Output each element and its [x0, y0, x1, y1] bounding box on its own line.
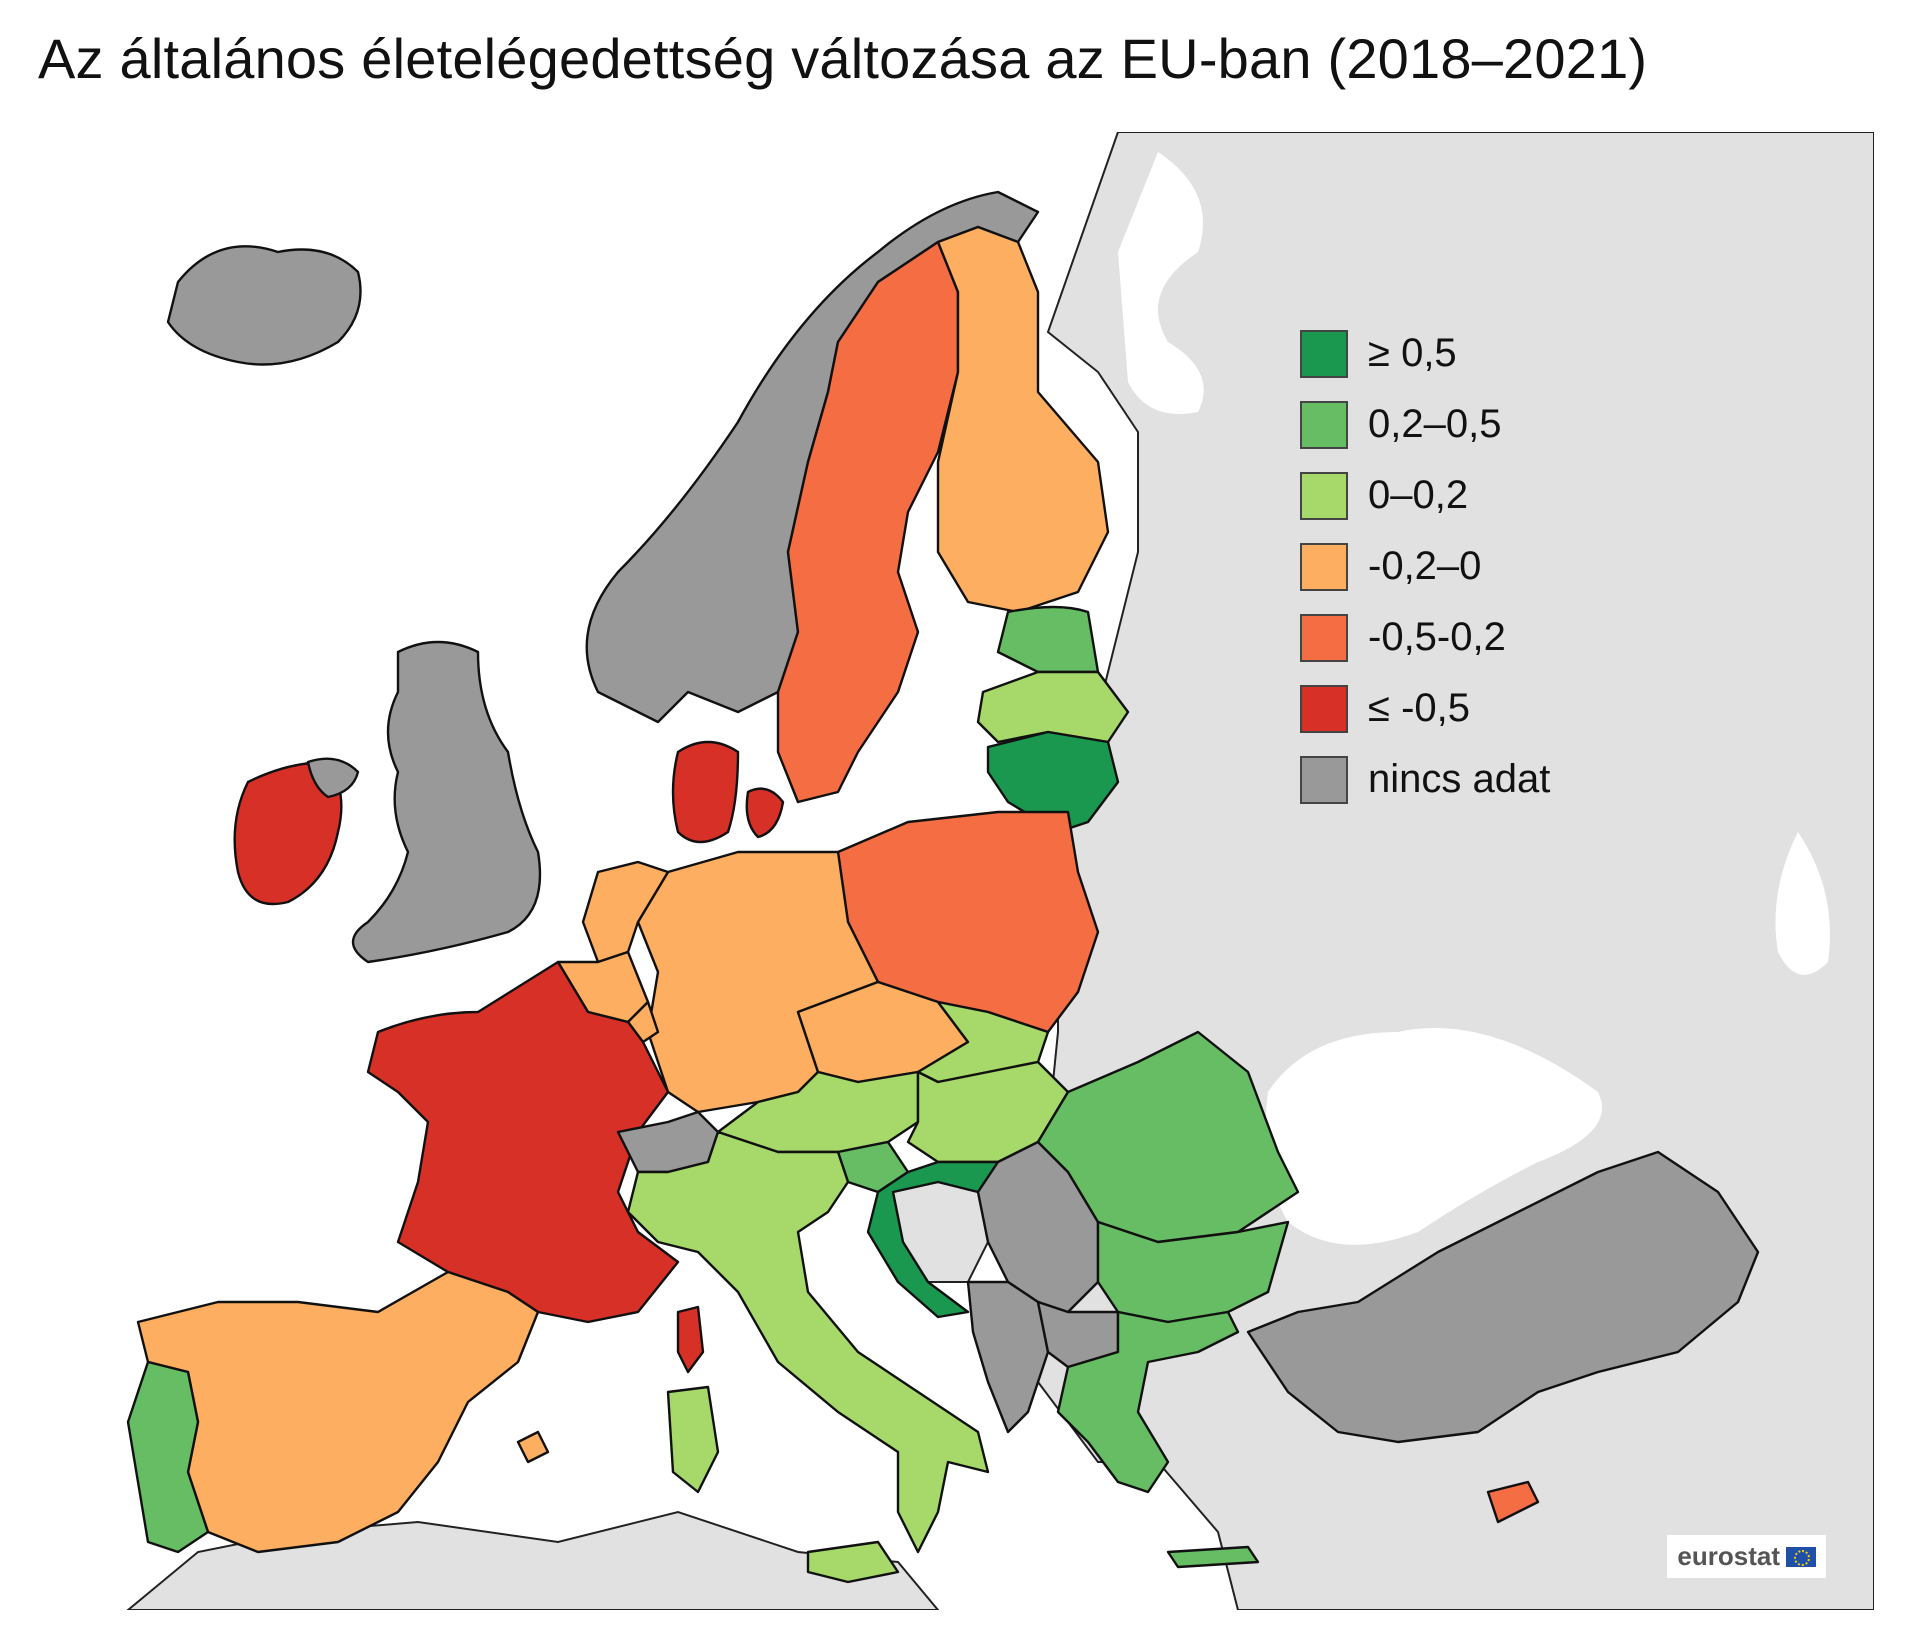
denmark-islands: [745, 787, 785, 839]
turkey: [1246, 1150, 1760, 1444]
legend-item: 0–0,2: [1300, 460, 1550, 531]
legend-label: 0,2–0,5: [1368, 402, 1502, 446]
crete: [1166, 1545, 1260, 1569]
lithuania: [986, 730, 1120, 834]
montenegro-albania: [966, 1280, 1050, 1434]
greece: [1056, 1310, 1240, 1494]
map-title: Az általános életelégedettség változása …: [38, 27, 1648, 90]
legend-item: ≤ -0,5: [1300, 673, 1550, 744]
legend-label: -0,2–0: [1368, 544, 1482, 588]
legend-swatch: [1300, 613, 1348, 662]
legend-item: -0,5-0,2: [1300, 602, 1550, 673]
legend-swatch: [1300, 542, 1348, 591]
legend-swatch: [1300, 755, 1348, 804]
latvia: [976, 670, 1130, 744]
croatia: [866, 1160, 1000, 1319]
legend-swatch: [1300, 471, 1348, 520]
france: [366, 960, 680, 1324]
legend-swatch: [1300, 400, 1348, 449]
iceland: [166, 245, 362, 366]
legend-label: -0,5-0,2: [1368, 615, 1506, 659]
legend-label: ≥ 0,5: [1368, 331, 1457, 375]
black-sea: [1265, 1028, 1602, 1245]
netherlands: [581, 860, 670, 964]
legend-label: 0–0,2: [1368, 473, 1469, 517]
legend-swatch: [1300, 329, 1348, 378]
eu-flag-icon: [1786, 1546, 1816, 1567]
cyprus: [1486, 1480, 1540, 1524]
legend-item: ≥ 0,5: [1300, 318, 1550, 389]
legend-swatch: [1300, 684, 1348, 733]
caspian-sea: [1775, 832, 1830, 975]
legend-label: nincs adat: [1368, 757, 1551, 801]
northern-ireland: [306, 757, 360, 799]
europe-map: ≥ 0,5 0,2–0,5 0–0,2 -0,2–0 -0,5-0,2 ≤ -0…: [38, 132, 1874, 1610]
denmark: [671, 740, 740, 844]
romania: [1036, 1030, 1300, 1244]
legend: ≥ 0,5 0,2–0,5 0–0,2 -0,2–0 -0,5-0,2 ≤ -0…: [1300, 318, 1550, 815]
united-kingdom: [351, 640, 542, 964]
balearic-islands: [516, 1430, 550, 1464]
portugal: [126, 1360, 210, 1554]
bulgaria: [1096, 1220, 1290, 1324]
map-svg: [126, 132, 1874, 1610]
white-sea: [1118, 152, 1204, 414]
legend-item: -0,2–0: [1300, 531, 1550, 602]
sicily: [806, 1540, 900, 1584]
finland: [936, 225, 1110, 614]
estonia: [996, 605, 1100, 674]
italy: [626, 1130, 990, 1554]
legend-label: ≤ -0,5: [1368, 686, 1470, 730]
legend-item: 0,2–0,5: [1300, 389, 1550, 460]
eurostat-logo-text: eurostat: [1677, 1541, 1780, 1571]
sardinia: [666, 1385, 720, 1494]
legend-item: nincs adat: [1300, 744, 1550, 815]
corsica: [676, 1305, 705, 1374]
eurostat-logo: eurostat: [1667, 1535, 1826, 1578]
